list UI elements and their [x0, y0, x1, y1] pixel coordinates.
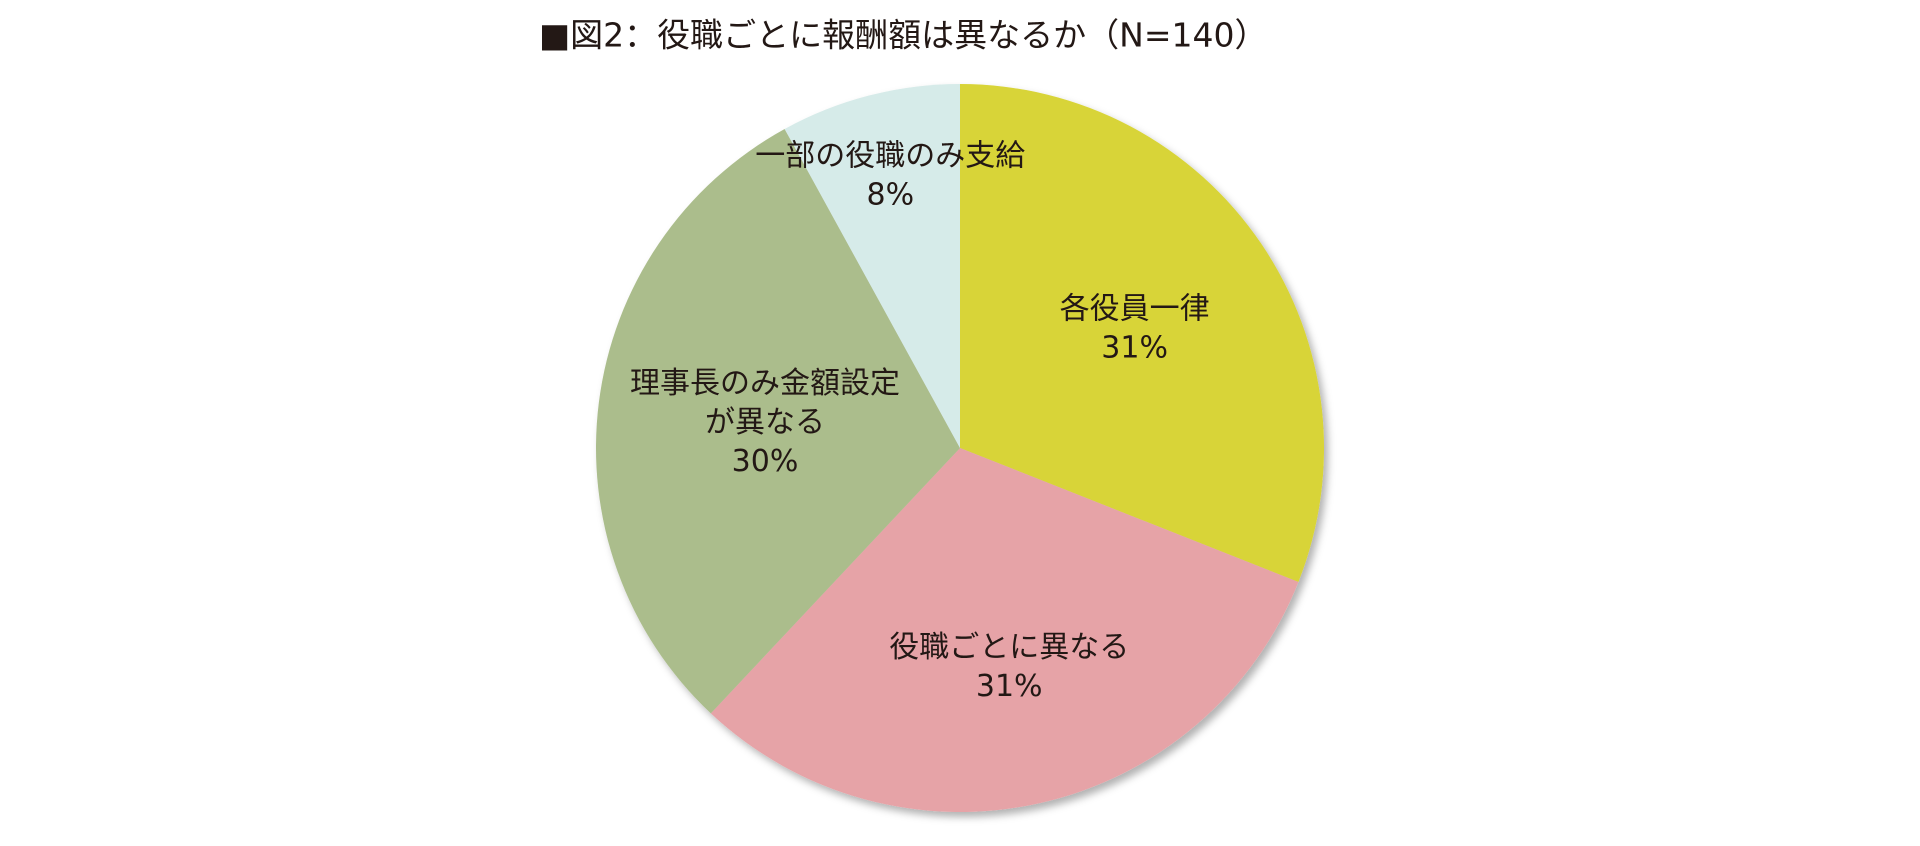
slice-label: 役職ごとに異なる — [889, 630, 1129, 665]
value-label: 31% — [976, 669, 1043, 704]
slice-label: 各役員一律 — [1060, 291, 1210, 326]
value-label: 30% — [732, 444, 799, 479]
chart-title: ■図2：役職ごとに報酬額は異なるか（N=140） — [539, 16, 1268, 55]
value-label: 8% — [867, 178, 915, 213]
pie — [596, 84, 1324, 812]
slice-label: 理事長のみ金額設定 — [630, 366, 900, 401]
slice-label: 一部の役職のみ支給 — [755, 139, 1025, 174]
slice-label: が異なる — [705, 405, 825, 440]
pie-slice — [710, 448, 1299, 812]
pie-slice — [960, 84, 1324, 582]
pie-slice — [596, 129, 960, 714]
value-label: 31% — [1101, 330, 1168, 365]
pie-slice — [784, 84, 960, 448]
